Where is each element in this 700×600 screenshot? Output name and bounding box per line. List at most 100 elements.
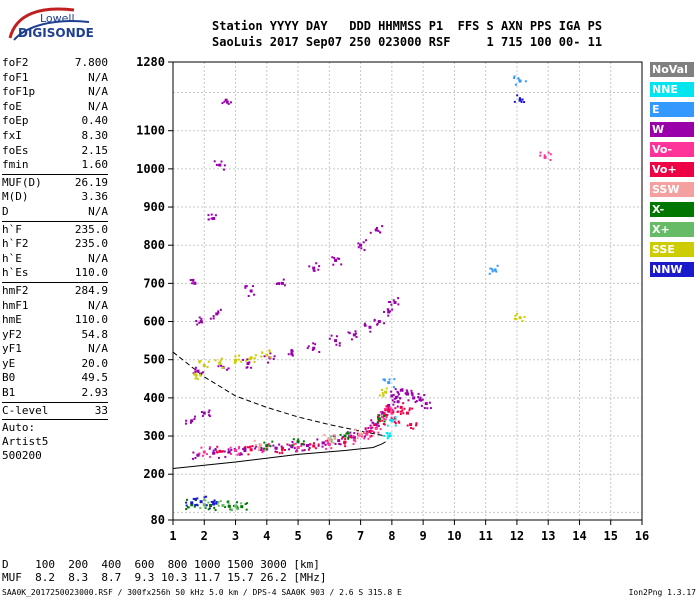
- data-point-w: [212, 216, 216, 220]
- data-point-w: [269, 352, 272, 355]
- data-point-vominus: [237, 447, 240, 450]
- data-point-voplus: [409, 423, 413, 427]
- param-row: yF2 54.8: [2, 328, 108, 343]
- data-point-voplus: [221, 450, 224, 453]
- data-point-w: [332, 263, 335, 266]
- data-point-w: [334, 442, 337, 445]
- data-point-w: [190, 279, 193, 282]
- data-point-voplus: [383, 412, 386, 415]
- legend-item-nne: NNE: [650, 82, 694, 97]
- data-point-xminus: [271, 440, 274, 443]
- data-point-xplus: [330, 440, 333, 443]
- data-point-vominus: [376, 425, 379, 428]
- data-point-voplus: [402, 412, 405, 415]
- data-point-w: [208, 409, 211, 412]
- data-point-voplus: [382, 423, 385, 426]
- data-point-sse: [260, 355, 263, 358]
- data-point-w: [252, 285, 255, 288]
- legend-item-xplus: X+: [650, 222, 694, 237]
- data-point-w: [424, 402, 428, 406]
- data-point-xminus: [213, 506, 216, 509]
- data-point-xminus: [263, 441, 266, 444]
- data-point-xminus: [345, 432, 348, 435]
- data-point-ssw: [257, 449, 260, 452]
- data-point-sse: [206, 366, 209, 369]
- data-point-w: [390, 390, 393, 393]
- data-point-w: [201, 321, 204, 324]
- data-point-w: [246, 358, 249, 361]
- data-point-w: [383, 310, 386, 313]
- param-separator: [2, 281, 108, 283]
- data-point-w: [192, 279, 195, 282]
- legend-item-w: W: [650, 122, 694, 137]
- legend-item-voplus: Vo+: [650, 162, 694, 177]
- data-point-w: [202, 371, 205, 374]
- data-point-xminus: [265, 448, 268, 451]
- data-point-e: [491, 268, 494, 271]
- data-point-w: [312, 266, 316, 270]
- data-point-w: [324, 443, 327, 446]
- data-point-w: [392, 393, 395, 396]
- data-point-nnw: [215, 501, 218, 504]
- data-point-w: [397, 297, 400, 300]
- data-point-vominus: [390, 416, 393, 419]
- data-point-ssw: [354, 428, 357, 431]
- data-point-vominus: [367, 437, 370, 440]
- data-point-vominus: [380, 415, 384, 419]
- data-point-voplus: [312, 442, 315, 445]
- param-value: 20.0: [81, 356, 109, 370]
- data-point-sse: [199, 374, 202, 377]
- data-point-nne: [390, 419, 394, 423]
- data-point-w: [418, 398, 422, 402]
- data-point-xplus: [202, 503, 206, 507]
- param-separator: [2, 173, 108, 175]
- data-point-ssw: [359, 432, 363, 436]
- data-point-e: [491, 270, 494, 273]
- param-row: foEs 2.15: [2, 144, 108, 159]
- plot-frame: [172, 61, 643, 521]
- data-point-nnw: [194, 504, 197, 507]
- param-separator: [2, 401, 108, 403]
- data-point-voplus: [397, 420, 400, 423]
- data-point-ssw: [361, 433, 364, 436]
- param-label: yF2: [2, 327, 22, 341]
- data-point-w: [189, 279, 192, 282]
- data-point-w: [318, 350, 321, 353]
- data-point-w: [196, 454, 199, 457]
- data-point-vominus: [325, 447, 328, 450]
- data-point-xplus: [204, 499, 207, 502]
- data-point-ssw: [333, 433, 336, 436]
- data-point-w: [359, 243, 363, 247]
- data-point-voplus: [281, 452, 284, 455]
- data-point-voplus: [309, 443, 312, 446]
- data-point-sse: [248, 358, 251, 361]
- data-point-w: [313, 269, 316, 272]
- data-point-nne: [389, 419, 392, 422]
- data-point-w: [291, 354, 294, 357]
- param-label: hmE: [2, 313, 22, 327]
- param-separator: [2, 220, 108, 222]
- param-row: hmF2 284.9: [2, 284, 108, 299]
- data-point-w: [423, 407, 426, 410]
- data-point-voplus: [399, 405, 403, 409]
- data-point-xminus: [296, 440, 300, 444]
- data-point-w: [391, 399, 394, 402]
- data-point-nne: [390, 418, 393, 421]
- data-point-vominus: [388, 406, 391, 409]
- data-point-w: [278, 443, 281, 446]
- data-point-nne: [385, 431, 388, 434]
- data-point-voplus: [377, 415, 380, 418]
- data-point-w: [352, 436, 356, 440]
- data-point-sse: [198, 361, 201, 364]
- data-point-xminus: [265, 444, 269, 448]
- param-label: B1: [2, 386, 16, 400]
- data-point-e: [496, 264, 499, 267]
- param-value: 284.9: [74, 283, 108, 297]
- data-point-w: [306, 347, 309, 350]
- distance-row: D 100 200 400 600 800 1000 1500 3000 [km…: [2, 558, 320, 571]
- data-point-sse: [514, 314, 517, 317]
- data-point-voplus: [244, 445, 247, 448]
- data-point-w: [405, 393, 408, 396]
- param-label: fmin: [2, 158, 29, 172]
- data-point-voplus: [394, 422, 397, 425]
